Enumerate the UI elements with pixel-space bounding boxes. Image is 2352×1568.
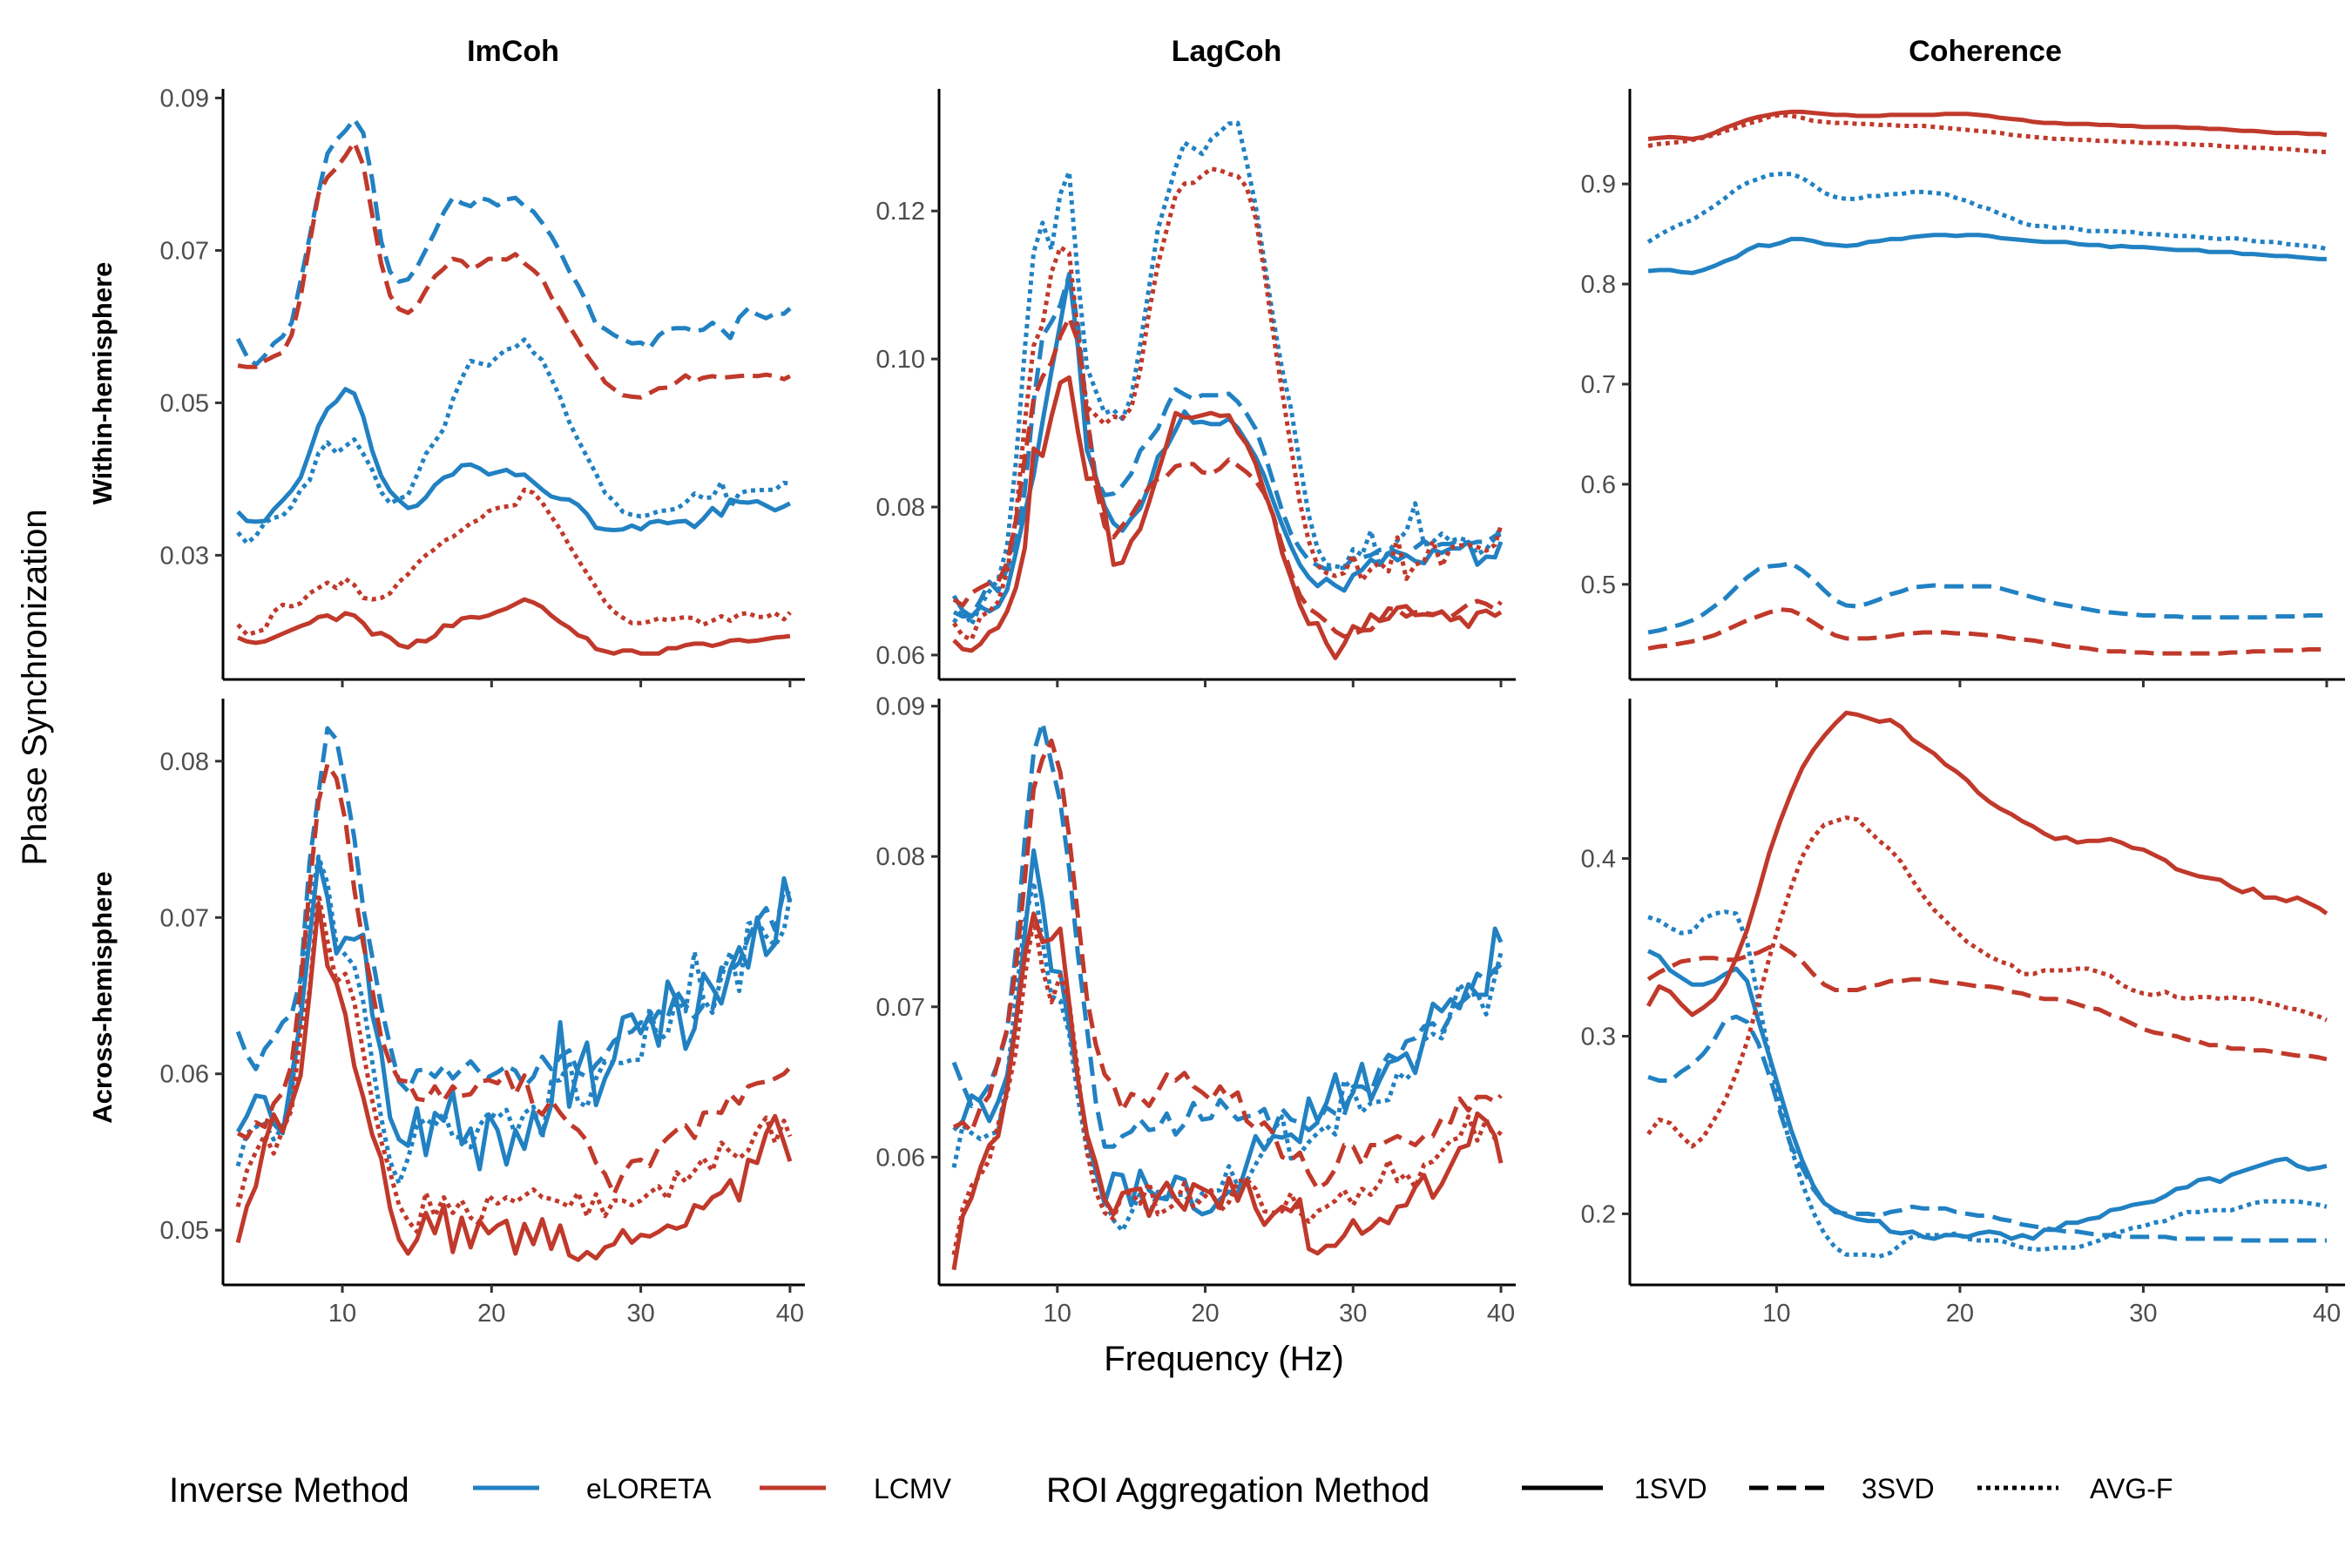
y-tick-label: 0.05 <box>160 389 209 417</box>
row-title-within-hemisphere: Within-hemisphere <box>87 262 118 505</box>
y-tick-label: 0.8 <box>1581 271 1616 299</box>
series-lcmv-1svd <box>235 901 793 1262</box>
series-eloreta-avg-f <box>236 337 791 545</box>
y-tick-label: 0.08 <box>876 494 925 522</box>
x-tick-label: 20 <box>1191 1300 1219 1328</box>
legend-label-lcmv: LCMV <box>874 1473 952 1504</box>
x-tick-label: 40 <box>2313 1300 2341 1328</box>
series-lcmv-1svd <box>1647 109 2328 141</box>
series-lcmv-avg-f <box>951 166 1504 642</box>
y-tick-label: 0.06 <box>160 1061 209 1089</box>
y-tick-label: 0.10 <box>876 346 925 374</box>
y-tick-label: 0.4 <box>1581 846 1616 874</box>
series-eloreta-avg-f <box>1646 172 2328 252</box>
column-title-lagcoh: LagCoh <box>1172 35 1282 68</box>
series-lcmv-3svd <box>952 738 1503 1192</box>
series-eloreta-avg-f <box>951 120 1504 627</box>
column-title-coherence: Coherence <box>1909 35 2062 68</box>
column-title-imcoh: ImCoh <box>467 35 559 68</box>
series-eloreta-1svd <box>236 387 792 532</box>
y-tick-label: 0.7 <box>1581 371 1616 399</box>
y-tick-label: 0.5 <box>1581 571 1616 599</box>
panel-lagcoh-within-hemisphere: 0.06 0.08 0.10 0.12 <box>876 89 1516 687</box>
y-tick-label: 0.06 <box>876 642 925 670</box>
x-tick-label: 10 <box>1762 1300 1790 1328</box>
panel-coherence-across-hemisphere: 0.2 0.3 0.4 10 20 30 40 <box>1581 699 2345 1328</box>
panel-grid: 0.030.050.070.090.060.080.100.120.50.60.… <box>160 84 2345 1328</box>
legend: Inverse Method eLORETA LCMV ROI Aggregat… <box>169 1471 2173 1510</box>
series-lcmv-3svd <box>237 139 792 400</box>
y-tick-label: 0.08 <box>160 748 209 776</box>
legend-title-inverse-method: Inverse Method <box>169 1471 409 1510</box>
row-title-across-hemisphere: Across-hemisphere <box>87 871 118 1123</box>
series-lcmv-3svd <box>236 761 792 1197</box>
series-eloreta-avg-f <box>951 880 1504 1233</box>
y-axis-title: Phase Synchronization <box>16 509 54 865</box>
series-lcmv-avg-f <box>235 891 793 1234</box>
series-lcmv-3svd <box>1646 943 2328 1062</box>
series-eloreta-3svd <box>1647 1014 2327 1243</box>
series-lcmv-3svd <box>1647 607 2327 656</box>
legend-label-eloreta: eLORETA <box>586 1473 712 1504</box>
series-lcmv-1svd <box>1646 710 2328 1017</box>
series-eloreta-3svd <box>952 272 1502 619</box>
y-tick-label: 0.3 <box>1581 1023 1616 1051</box>
panel-imcoh-across-hemisphere: 0.05 0.06 0.07 0.08 10 20 30 40 <box>160 699 805 1328</box>
series-lcmv-avg-f <box>236 487 792 637</box>
y-tick-label: 0.07 <box>160 904 209 932</box>
x-tick-label: 10 <box>1044 1300 1071 1328</box>
series-eloreta-3svd <box>235 117 792 368</box>
series-lcmv-avg-f <box>1646 815 2328 1149</box>
y-tick-label: 0.09 <box>876 693 925 721</box>
x-tick-label: 30 <box>626 1300 654 1328</box>
x-tick-label: 20 <box>1946 1300 1974 1328</box>
y-tick-label: 0.08 <box>876 843 925 871</box>
series-eloreta-1svd <box>1647 233 2327 275</box>
series-eloreta-avg-f <box>1647 909 2328 1259</box>
series-lcmv-avg-f <box>951 916 1503 1255</box>
x-tick-label: 30 <box>2129 1300 2157 1328</box>
y-tick-label: 0.07 <box>160 237 209 265</box>
x-tick-label: 40 <box>776 1300 804 1328</box>
series-lcmv-3svd <box>952 315 1503 639</box>
series-eloreta-3svd <box>1647 561 2327 635</box>
series-eloreta-avg-f <box>235 854 793 1186</box>
legend-label-avg-f: AVG-F <box>2090 1473 2173 1504</box>
y-tick-label: 0.2 <box>1581 1200 1616 1228</box>
y-tick-label: 0.06 <box>876 1144 925 1172</box>
legend-label-1svd: 1SVD <box>1634 1473 1707 1504</box>
x-axis-title: Frequency (Hz) <box>1104 1340 1344 1378</box>
x-tick-label: 10 <box>328 1300 356 1328</box>
y-tick-label: 0.03 <box>160 542 209 570</box>
y-tick-label: 0.12 <box>876 198 925 226</box>
panel-lagcoh-across-hemisphere: 0.06 0.07 0.08 0.09 10 20 30 40 <box>876 693 1516 1328</box>
panel-coherence-within-hemisphere: 0.5 0.6 0.7 0.8 0.9 <box>1581 89 2345 687</box>
y-tick-label: 0.09 <box>160 84 209 112</box>
y-tick-label: 0.05 <box>160 1217 209 1245</box>
series-eloreta-3svd <box>951 720 1503 1149</box>
legend-title-roi-aggregation: ROI Aggregation Method <box>1046 1471 1429 1510</box>
x-tick-label: 20 <box>477 1300 505 1328</box>
legend-label-3svd: 3SVD <box>1862 1473 1935 1504</box>
series-lcmv-avg-f <box>1647 112 2327 154</box>
series-lcmv-1svd <box>237 597 791 656</box>
panel-imcoh-within-hemisphere: 0.03 0.05 0.07 0.09 <box>160 84 805 687</box>
series-eloreta-1svd <box>952 848 1504 1217</box>
x-tick-label: 30 <box>1339 1300 1367 1328</box>
x-tick-label: 40 <box>1487 1300 1515 1328</box>
y-tick-label: 0.6 <box>1581 471 1616 499</box>
y-tick-label: 0.9 <box>1581 171 1616 199</box>
series-lcmv-1svd <box>951 911 1504 1271</box>
y-tick-label: 0.07 <box>876 994 925 1022</box>
series-eloreta-1svd <box>1647 949 2328 1241</box>
series-eloreta-3svd <box>235 726 792 1093</box>
